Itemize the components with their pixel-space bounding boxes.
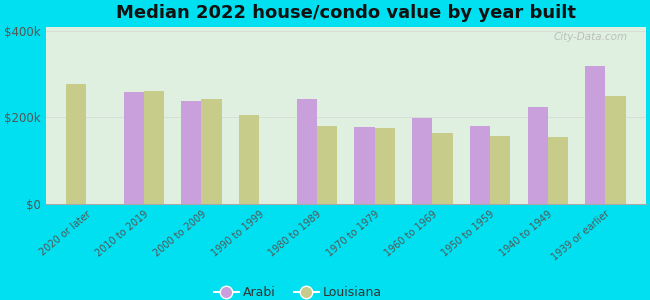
Text: City-Data.com: City-Data.com: [554, 32, 628, 42]
Bar: [239, 115, 259, 204]
Bar: [490, 136, 510, 204]
Bar: [354, 127, 374, 204]
Bar: [124, 92, 144, 204]
Bar: [317, 126, 337, 204]
Bar: [585, 66, 605, 204]
Bar: [432, 133, 452, 204]
Legend: Arabi, Louisiana: Arabi, Louisiana: [209, 281, 387, 300]
Bar: [528, 106, 548, 204]
Bar: [181, 101, 202, 204]
Bar: [412, 118, 432, 204]
Title: Median 2022 house/condo value by year built: Median 2022 house/condo value by year bu…: [116, 4, 576, 22]
Bar: [470, 126, 490, 204]
Bar: [548, 137, 568, 204]
Bar: [202, 99, 222, 204]
Bar: [144, 92, 164, 204]
Bar: [374, 128, 395, 204]
Bar: [66, 84, 86, 204]
Bar: [605, 96, 626, 204]
Bar: [296, 99, 317, 204]
